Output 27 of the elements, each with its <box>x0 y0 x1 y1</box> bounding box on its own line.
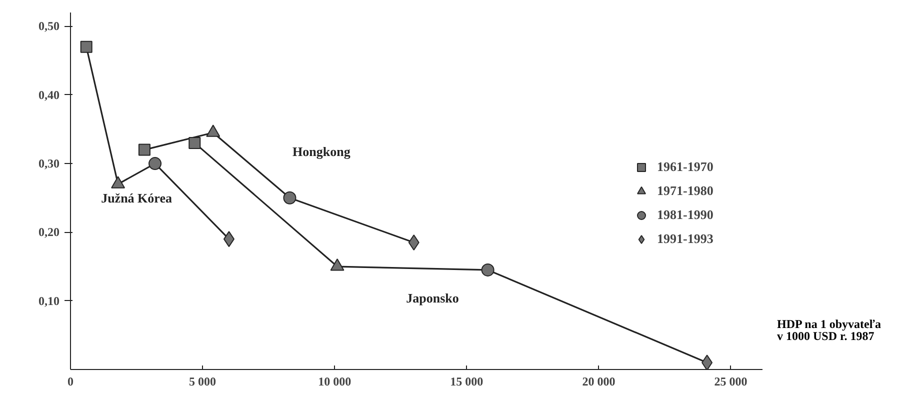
point <box>188 136 201 149</box>
y-tick-label: 0,50 <box>38 19 60 34</box>
x-tick-label: 15 000 <box>450 374 484 388</box>
y-tick-label: 0,40 <box>38 88 60 102</box>
x-tick-label: 20 000 <box>582 374 616 388</box>
point <box>80 40 92 53</box>
x-tick-label: 0 <box>68 374 74 388</box>
point <box>148 157 162 170</box>
text: Hongkong <box>292 144 351 159</box>
point <box>330 258 344 271</box>
y-tick-label: 0,30 <box>38 156 60 171</box>
x-tick-label: 5 000 <box>189 374 216 388</box>
point <box>702 354 713 370</box>
x-axis-title: HDP na 1 obyvateľa v 1000 USD r. 1987 <box>777 317 881 343</box>
series-label: Južná Kórea <box>101 190 172 206</box>
legend-label: 1971-1980 <box>657 182 714 200</box>
series-label: Japonsko <box>406 290 459 306</box>
y-tick-label: 0,20 <box>38 225 60 240</box>
legend-label: 1981-1990 <box>657 206 714 224</box>
x-tick-label: 10 000 <box>318 374 352 388</box>
y-tick-label: 0,10 <box>38 294 60 308</box>
point <box>138 144 150 156</box>
legend-label: 1961-1970 <box>657 158 714 176</box>
legend-label: 1991-1993 <box>657 230 714 248</box>
point <box>283 191 296 204</box>
point <box>481 263 494 276</box>
x-tick-label: 25 000 <box>714 374 748 388</box>
